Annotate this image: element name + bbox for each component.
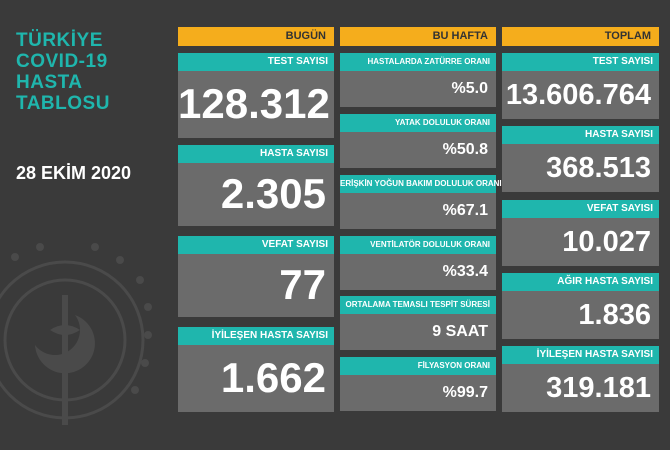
total-death-box: VEFAT SAYISI 10.027 xyxy=(502,200,659,266)
stat-label: VEFAT SAYISI xyxy=(178,236,334,254)
stat-label: HASTA SAYISI xyxy=(178,145,334,163)
week-filiation-box: FİLYASYON ORANI %99.7 xyxy=(340,357,496,411)
stat-label: TEST SAYISI xyxy=(178,53,334,71)
stat-value: %50.8 xyxy=(340,132,496,168)
total-test-box: TEST SAYISI 13.606.764 xyxy=(502,53,659,119)
stat-label: FİLYASYON ORANI xyxy=(340,357,496,375)
total-case-box: HASTA SAYISI 368.513 xyxy=(502,126,659,192)
stat-label: HASTA SAYISI xyxy=(502,126,659,144)
title-line: TABLOSU xyxy=(16,93,110,114)
stat-value: 13.606.764 xyxy=(502,71,659,119)
stat-label: HASTALARDA ZATÜRRE ORANI xyxy=(340,53,496,71)
stat-value: 1.662 xyxy=(178,345,334,412)
stat-label: İYİLEŞEN HASTA SAYISI xyxy=(178,327,334,345)
week-ventilator-box: VENTİLATÖR DOLULUK ORANI %33.4 xyxy=(340,236,496,290)
title-line: HASTA xyxy=(16,72,83,93)
total-critical-box: AĞIR HASTA SAYISI 1.836 xyxy=(502,273,659,339)
title-line: COVID-19 xyxy=(16,51,108,72)
header-week: BU HAFTA xyxy=(340,27,496,46)
stat-value: 10.027 xyxy=(502,218,659,266)
stat-label: İYİLEŞEN HASTA SAYISI xyxy=(502,346,659,364)
stat-label: TEST SAYISI xyxy=(502,53,659,71)
page-title: TÜRKİYE COVID-19 HASTA TABLOSU xyxy=(16,30,110,114)
stat-value: 368.513 xyxy=(502,144,659,192)
stat-label: YATAK DOLULUK ORANI xyxy=(340,114,496,132)
stat-value: 1.836 xyxy=(502,291,659,339)
ministry-emblem-icon xyxy=(0,243,152,425)
stat-label: VENTİLATÖR DOLULUK ORANI xyxy=(340,236,496,254)
report-date: 28 EKİM 2020 xyxy=(16,163,132,183)
header-today: BUGÜN xyxy=(178,27,334,46)
stat-label: ERİŞKİN YOĞUN BAKIM DOLULUK ORANI xyxy=(340,175,502,193)
stat-value: %67.1 xyxy=(340,193,496,229)
week-contact-box: ORTALAMA TEMASLI TESPİT SÜRESİ 9 SAAT xyxy=(340,296,496,350)
stat-value: 77 xyxy=(178,254,334,317)
title-line: TÜRKİYE xyxy=(16,30,103,51)
stat-value: %5.0 xyxy=(340,71,496,107)
stat-value: 9 SAAT xyxy=(340,314,496,350)
stat-value: %33.4 xyxy=(340,254,496,290)
week-pneumonia-box: HASTALARDA ZATÜRRE ORANI %5.0 xyxy=(340,53,496,107)
header-total: TOPLAM xyxy=(502,27,659,46)
today-death-box: VEFAT SAYISI 77 xyxy=(178,236,334,317)
stat-value: 319.181 xyxy=(502,364,659,412)
stat-label: AĞIR HASTA SAYISI xyxy=(502,273,659,291)
stat-label: VEFAT SAYISI xyxy=(502,200,659,218)
week-bed-box: YATAK DOLULUK ORANI %50.8 xyxy=(340,114,496,168)
today-case-box: HASTA SAYISI 2.305 xyxy=(178,145,334,226)
stat-value: %99.7 xyxy=(340,375,496,411)
stat-label: ORTALAMA TEMASLI TESPİT SÜRESİ xyxy=(340,296,496,314)
week-icu-box: ERİŞKİN YOĞUN BAKIM DOLULUK ORANI %67.1 xyxy=(340,175,502,229)
today-test-box: TEST SAYISI 128.312 xyxy=(178,53,334,138)
today-recovered-box: İYİLEŞEN HASTA SAYISI 1.662 xyxy=(178,327,334,412)
stat-value: 2.305 xyxy=(178,163,334,226)
total-recovered-box: İYİLEŞEN HASTA SAYISI 319.181 xyxy=(502,346,659,412)
stat-value: 128.312 xyxy=(178,71,334,138)
